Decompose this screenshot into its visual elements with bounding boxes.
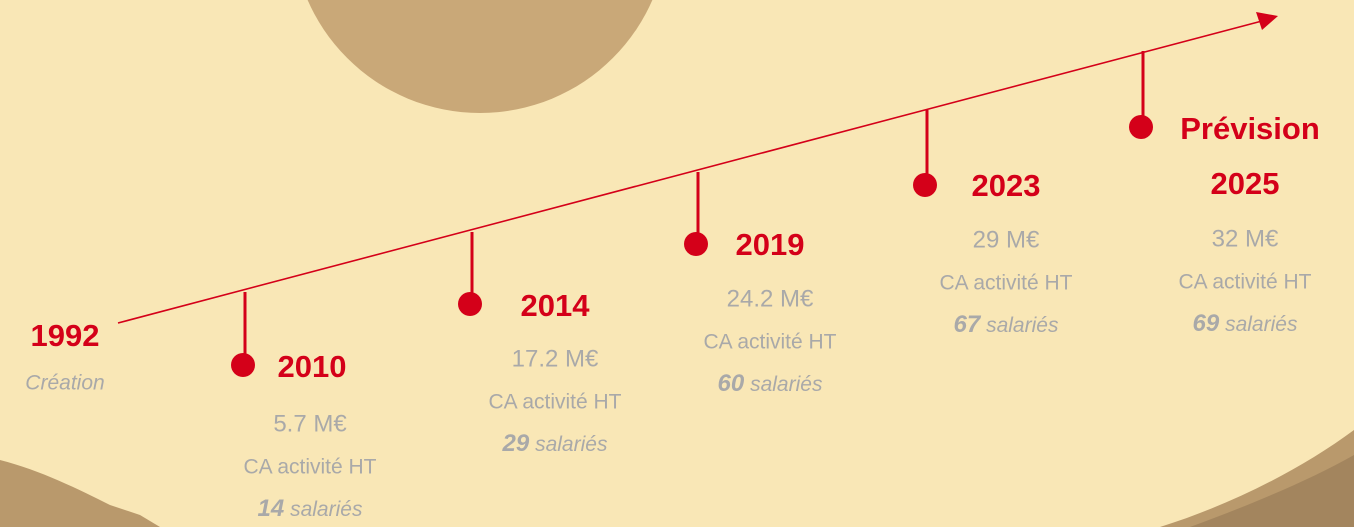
staff-count: 29 (502, 430, 530, 457)
staff-count: 67 (954, 311, 982, 338)
milestone-revenue: 17.2 M€ (512, 345, 599, 372)
staff-label: salariés (290, 498, 363, 521)
milestone-staff: 29 salariés (502, 430, 608, 457)
staff-label: salariés (986, 314, 1059, 337)
milestone-dot (684, 232, 708, 256)
milestone-year: 2019 (736, 227, 805, 262)
staff-label: salariés (750, 373, 823, 396)
milestone-staff: 69 salariés (1193, 310, 1298, 337)
milestone-revenue: 32 M€ (1212, 225, 1279, 252)
milestone-revenue-label: CA activité HT (488, 391, 621, 414)
milestone-year: 2014 (521, 288, 591, 323)
staff-label: salariés (535, 433, 608, 456)
staff-label: salariés (1225, 313, 1298, 336)
milestone-year: 2010 (278, 349, 347, 384)
milestone-year: 2023 (972, 168, 1041, 203)
staff-count: 60 (718, 370, 745, 397)
timeline-infographic: 1992 Création 2010 5.7 M€ CA activité HT 14… (0, 0, 1354, 527)
staff-count: 14 (258, 495, 285, 522)
start-label: Création (25, 372, 104, 395)
milestone-revenue-label: CA activité HT (1178, 271, 1311, 294)
staff-count: 69 (1193, 310, 1220, 337)
milestone-revenue: 29 M€ (973, 226, 1040, 253)
milestone-dot (458, 292, 482, 316)
start-year: 1992 (31, 318, 100, 353)
background (0, 0, 1354, 527)
milestone-revenue: 5.7 M€ (273, 410, 347, 437)
milestone-staff: 60 salariés (718, 370, 823, 397)
milestone-dot (231, 353, 255, 377)
milestone-revenue-label: CA activité HT (939, 272, 1072, 295)
milestone-dot (1129, 115, 1153, 139)
milestone-revenue-label: CA activité HT (703, 331, 836, 354)
milestone-prefix: Prévision (1180, 111, 1320, 146)
milestone-staff: 14 salariés (258, 495, 363, 522)
milestone-staff: 67 salariés (954, 311, 1059, 338)
milestone-revenue-label: CA activité HT (243, 456, 376, 479)
milestone-dot (913, 173, 937, 197)
milestone-revenue: 24.2 M€ (727, 285, 814, 312)
milestone-year: 2025 (1211, 166, 1280, 201)
